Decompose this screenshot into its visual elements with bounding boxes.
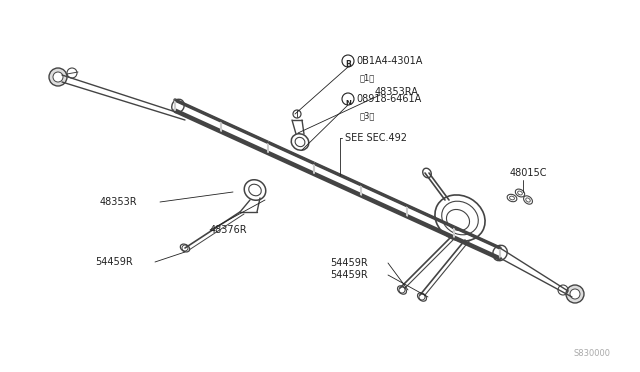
Text: 48353RA: 48353RA: [375, 87, 419, 97]
Text: 48015C: 48015C: [510, 168, 547, 178]
Text: B: B: [345, 60, 351, 69]
Text: 08918-6461A: 08918-6461A: [356, 94, 421, 104]
Text: 48376R: 48376R: [210, 225, 248, 235]
Circle shape: [566, 285, 584, 303]
Text: 48353R: 48353R: [100, 197, 138, 207]
Text: 0B1A4-4301A: 0B1A4-4301A: [356, 56, 422, 66]
Text: S830000: S830000: [573, 349, 610, 358]
Circle shape: [570, 289, 580, 299]
Circle shape: [53, 72, 63, 82]
Circle shape: [49, 68, 67, 86]
Text: 54459R: 54459R: [95, 257, 132, 267]
Text: 54459R: 54459R: [330, 270, 368, 280]
Text: 54459R: 54459R: [330, 258, 368, 268]
Text: N: N: [345, 99, 351, 106]
Text: 〈1〉: 〈1〉: [360, 73, 375, 82]
Text: SEE SEC.492: SEE SEC.492: [345, 133, 407, 143]
Text: 〈3〉: 〈3〉: [360, 111, 376, 120]
